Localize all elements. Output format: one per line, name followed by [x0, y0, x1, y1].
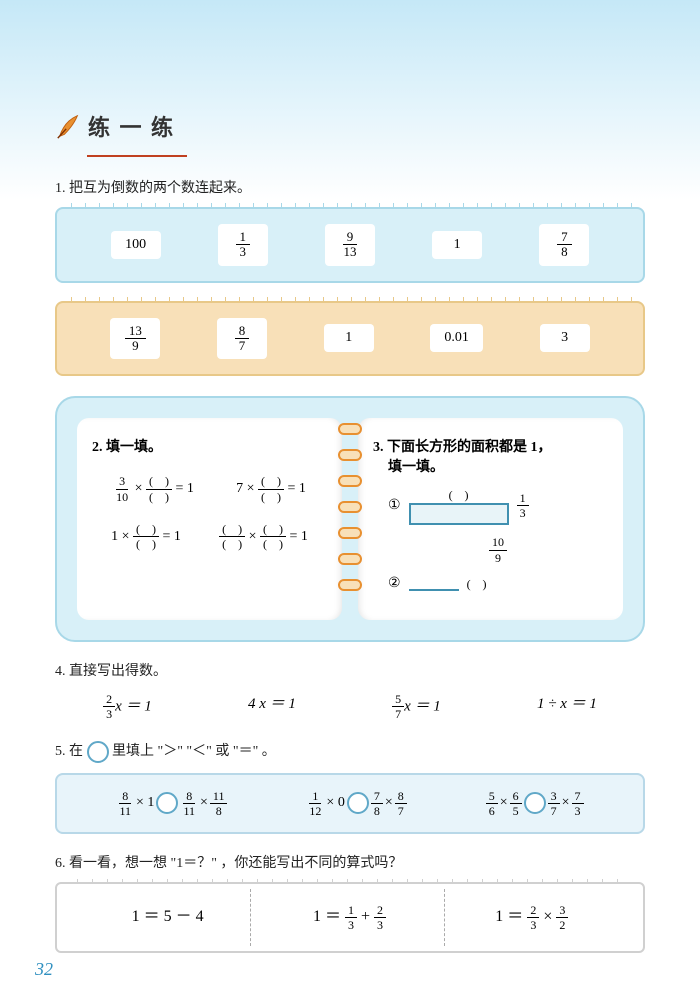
q4-label: 4. 直接写出得数。: [55, 660, 645, 680]
q6-item: 1 ＝ 13 + 23: [313, 902, 386, 932]
feather-icon: [55, 112, 83, 140]
tile: 913: [325, 224, 375, 266]
q4-item: 23x ＝ 1: [103, 692, 152, 722]
q2-eq3: 1 × ( )( ) = 1: [111, 522, 181, 552]
section-title: 练 一 练: [88, 110, 175, 142]
mark-1: ①: [388, 497, 401, 514]
page-number: 32: [35, 959, 53, 980]
q6-item: 1 ＝ 23 × 32: [495, 902, 568, 932]
tile: 100: [111, 231, 161, 259]
q5-b: 112 × 0 78 × 87: [306, 789, 406, 819]
section-header: 练 一 练: [55, 110, 645, 142]
q3-panel: 3. 下面长方形的面积都是 1， 填一填。 ① ( ) 13 109 ② ( ): [358, 418, 623, 620]
q6-item: 1 ＝ 5 － 4: [132, 902, 204, 932]
tile: 1: [432, 231, 482, 259]
q5-label: 5. 在 里填上 "＞" "＜" 或 "＝" 。: [55, 740, 645, 763]
circle-blank-icon: [87, 741, 109, 763]
q1-row2: 139 87 1 0.01 3: [55, 301, 645, 377]
q3-label2: 填一填。: [388, 456, 608, 476]
side-frac: 13: [517, 491, 529, 521]
notebook: 2. 填一填。 310 × ( )( ) = 1 7 × ( )( ) = 1 …: [55, 396, 645, 642]
q6-strip: 1 ＝ 5 － 4 1 ＝ 13 + 23 1 ＝ 23 × 32: [55, 882, 645, 952]
q1-label: 1. 把互为倒数的两个数连起来。: [55, 177, 645, 197]
q2-eq1: 310 × ( )( ) = 1: [113, 474, 194, 504]
q5-c: 56 × 65 37 × 73: [486, 789, 584, 819]
q1-row1: 100 13 913 1 78: [55, 207, 645, 283]
tile: 0.01: [430, 324, 483, 352]
q2-label: 2. 填一填。: [92, 436, 327, 456]
mark-2: ②: [388, 575, 401, 592]
title-underline: [87, 155, 187, 157]
q2-eq2: 7 × ( )( ) = 1: [236, 474, 306, 504]
q2-panel: 2. 填一填。 310 × ( )( ) = 1 7 × ( )( ) = 1 …: [77, 418, 342, 620]
q4-row: 23x ＝ 1 4 x ＝ 1 57x ＝ 1 1 ÷ x ＝ 1: [55, 692, 645, 722]
q3-label: 3. 下面长方形的面积都是 1，: [373, 436, 608, 456]
notebook-binding: [338, 423, 362, 591]
q2-eq4: ( )( ) × ( )( ) = 1: [219, 522, 308, 552]
tile: 3: [540, 324, 590, 352]
rect-2: [409, 576, 459, 591]
side-frac-2: 109: [489, 535, 507, 565]
q6-label: 6. 看一看，想一想 "1＝？" ，你还能写出不同的算式吗？: [55, 852, 645, 872]
tile: 13: [218, 224, 268, 266]
tile: 1: [324, 324, 374, 352]
q4-item: 57x ＝ 1: [392, 692, 441, 722]
tile: 87: [217, 318, 267, 360]
tile: 78: [539, 224, 589, 266]
q5-a: 811 × 1 811 × 118: [116, 789, 227, 819]
q4-item: 1 ÷ x ＝ 1: [537, 692, 597, 722]
q4-item: 4 x ＝ 1: [248, 692, 296, 722]
tile: 139: [110, 318, 160, 360]
q5-box: 811 × 1 811 × 118 112 × 0 78 × 87 56 × 6…: [55, 773, 645, 835]
rect-1: [409, 503, 509, 525]
